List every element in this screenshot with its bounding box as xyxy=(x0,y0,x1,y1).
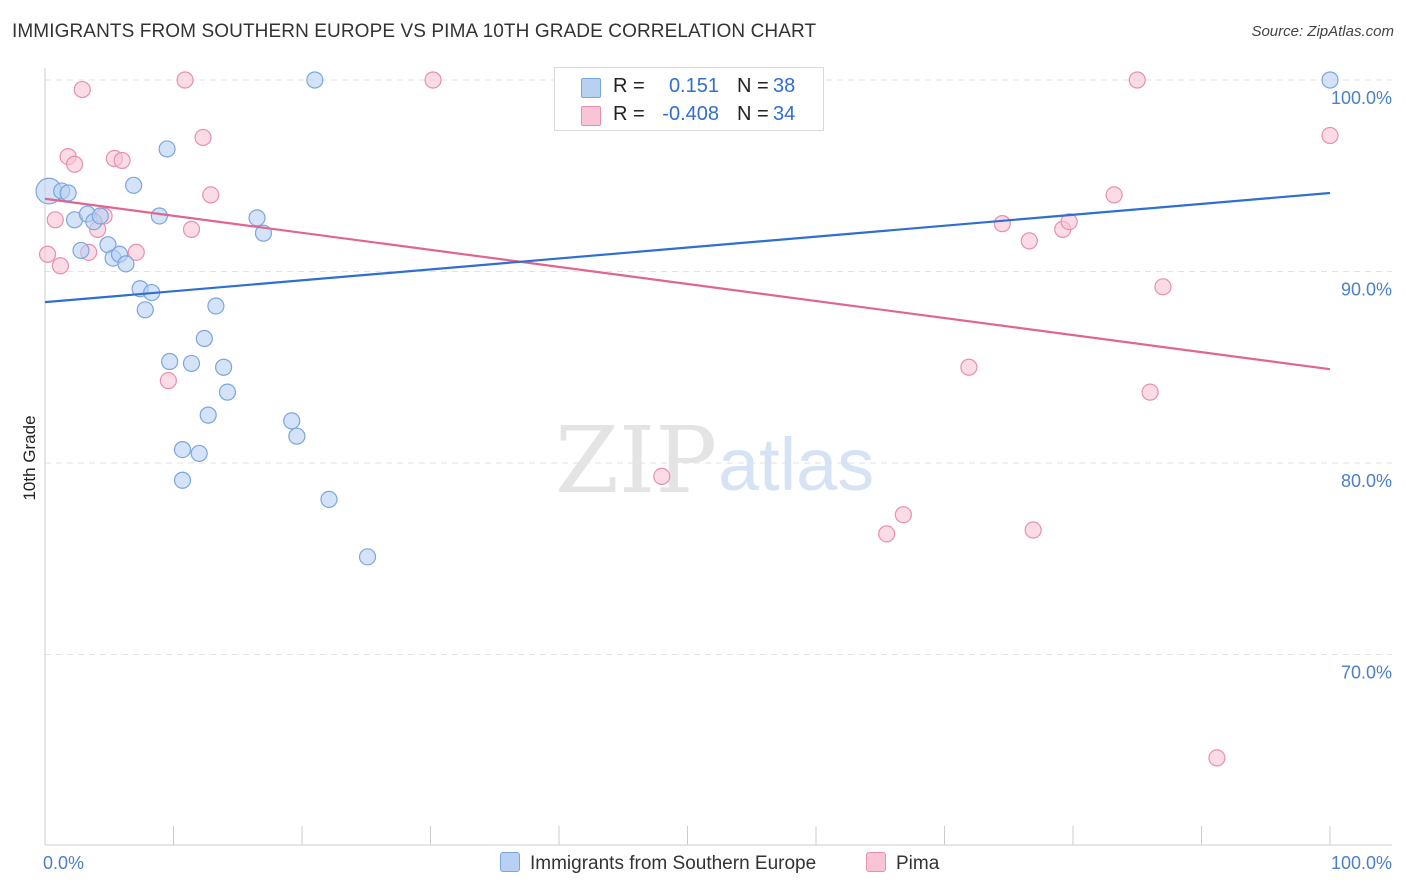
pima-point-27 xyxy=(1105,186,1123,204)
legend-n-value: 38 xyxy=(773,75,796,97)
pima-point-12 xyxy=(159,372,177,390)
legend-r-value: 0.151 xyxy=(668,75,719,97)
immigrants-point-12 xyxy=(125,176,143,194)
x-tick-labels: 0.0% 100.0% xyxy=(43,853,1392,873)
immigrants-point-30 xyxy=(283,412,301,430)
immigrants-point-35 xyxy=(1321,71,1339,89)
y-tick-label-1: 90.0% xyxy=(1341,280,1392,300)
pima-point-5 xyxy=(73,80,91,99)
legend-label-immigrants: Immigrants from Southern Europe xyxy=(530,853,817,874)
immigrants-point-32 xyxy=(306,71,324,89)
y-tick-label-3: 70.0% xyxy=(1341,663,1392,683)
legend-row-pima: R = -0.408 N = 34 xyxy=(555,101,823,129)
pima-point-29 xyxy=(1141,383,1159,401)
trend-lines xyxy=(44,191,1331,371)
bottom-legend-immigrants: Immigrants from Southern Europe xyxy=(500,852,816,875)
immigrants-point-24 xyxy=(199,406,217,424)
pima-point-21 xyxy=(960,358,978,376)
legend-r-value: -0.408 xyxy=(662,103,719,125)
legend-r-label: R = xyxy=(613,103,645,125)
legend-swatch-pink xyxy=(581,106,601,126)
immigrants-point-27 xyxy=(218,383,237,401)
legend-swatch-pink xyxy=(866,852,886,872)
x-tick-label-end: 100.0% xyxy=(1331,853,1392,873)
legend-row-immigrants: R = 0.151 N = 38 xyxy=(555,73,823,101)
pima-point-11 xyxy=(127,243,145,261)
immigrants-point-22 xyxy=(190,444,208,463)
legend-n-label: N = xyxy=(737,103,769,125)
x-tick-label-start: 0.0% xyxy=(43,853,84,873)
pima-point-1 xyxy=(46,211,64,229)
immigrants-point-17 xyxy=(158,140,176,158)
pima-point-17 xyxy=(424,71,442,89)
watermark-zip: ZIP xyxy=(555,407,717,514)
immigrants-point-7 xyxy=(91,207,109,225)
pima-point-16 xyxy=(202,186,220,204)
legend-n-label: N = xyxy=(737,75,769,97)
pima-point-15 xyxy=(194,128,212,147)
pima-point-24 xyxy=(1024,521,1042,539)
source-credit: Source: ZipAtlas.com xyxy=(1251,23,1394,40)
immigrants-point-11 xyxy=(117,255,135,273)
pima-point-13 xyxy=(176,71,194,89)
immigrants-point-25 xyxy=(207,297,225,315)
pima-point-28 xyxy=(1128,71,1146,89)
pima-point-2 xyxy=(51,257,70,275)
immigrants-point-14 xyxy=(136,301,154,319)
y-tick-label-2: 80.0% xyxy=(1341,471,1392,491)
immigrants-point-26 xyxy=(215,358,233,376)
pima-trend-line xyxy=(44,197,1331,371)
immigrants-point-34 xyxy=(358,548,377,566)
immigrants-point-4 xyxy=(72,241,90,260)
gridlines xyxy=(45,79,1392,655)
chart-title: IMMIGRANTS FROM SOUTHERN EUROPE VS PIMA … xyxy=(12,21,817,42)
immigrants-point-18 xyxy=(161,352,179,371)
pima-point-26 xyxy=(1060,213,1078,231)
immigrants-point-19 xyxy=(173,440,192,459)
pima-point-22 xyxy=(993,215,1011,233)
y-tick-labels: 100.0% 90.0% 80.0% 70.0% xyxy=(1331,88,1392,683)
immigrants-point-16 xyxy=(150,207,168,225)
pima-point-18 xyxy=(653,467,671,486)
axes xyxy=(44,68,1392,846)
stats-legend: R = 0.151 N = 38 R = -0.408 N = 34 xyxy=(554,67,824,131)
watermark: ZIP atlas xyxy=(555,407,874,514)
immigrants-point-2 xyxy=(59,184,77,202)
pima-point-31 xyxy=(1208,749,1226,767)
pima-point-0 xyxy=(38,245,57,263)
pima-point-32 xyxy=(1321,126,1339,145)
legend-label-pima: Pima xyxy=(896,853,940,874)
legend-swatch-blue xyxy=(500,852,520,872)
pima-point-14 xyxy=(182,220,201,238)
immigrants-point-31 xyxy=(288,427,306,445)
immigrants-points xyxy=(35,71,1339,566)
immigrants-point-28 xyxy=(248,209,266,227)
legend-swatch-blue xyxy=(581,78,601,98)
pima-point-19 xyxy=(878,525,896,543)
immigrants-point-33 xyxy=(320,490,338,508)
immigrants-point-23 xyxy=(195,329,213,348)
immigrants-point-21 xyxy=(182,354,201,373)
pima-point-20 xyxy=(894,506,912,524)
pima-point-4 xyxy=(65,155,84,173)
immigrants-trend-line xyxy=(44,191,1331,304)
watermark-atlas: atlas xyxy=(718,423,874,506)
pima-point-23 xyxy=(1020,232,1038,250)
legend-r-label: R = xyxy=(613,75,645,97)
immigrants-point-20 xyxy=(173,471,192,489)
y-tick-label-0: 100.0% xyxy=(1331,88,1392,108)
pima-point-30 xyxy=(1154,278,1172,296)
bottom-legend-pima: Pima xyxy=(866,852,939,875)
legend-n-value: 34 xyxy=(773,103,796,125)
pima-point-10 xyxy=(113,151,131,170)
